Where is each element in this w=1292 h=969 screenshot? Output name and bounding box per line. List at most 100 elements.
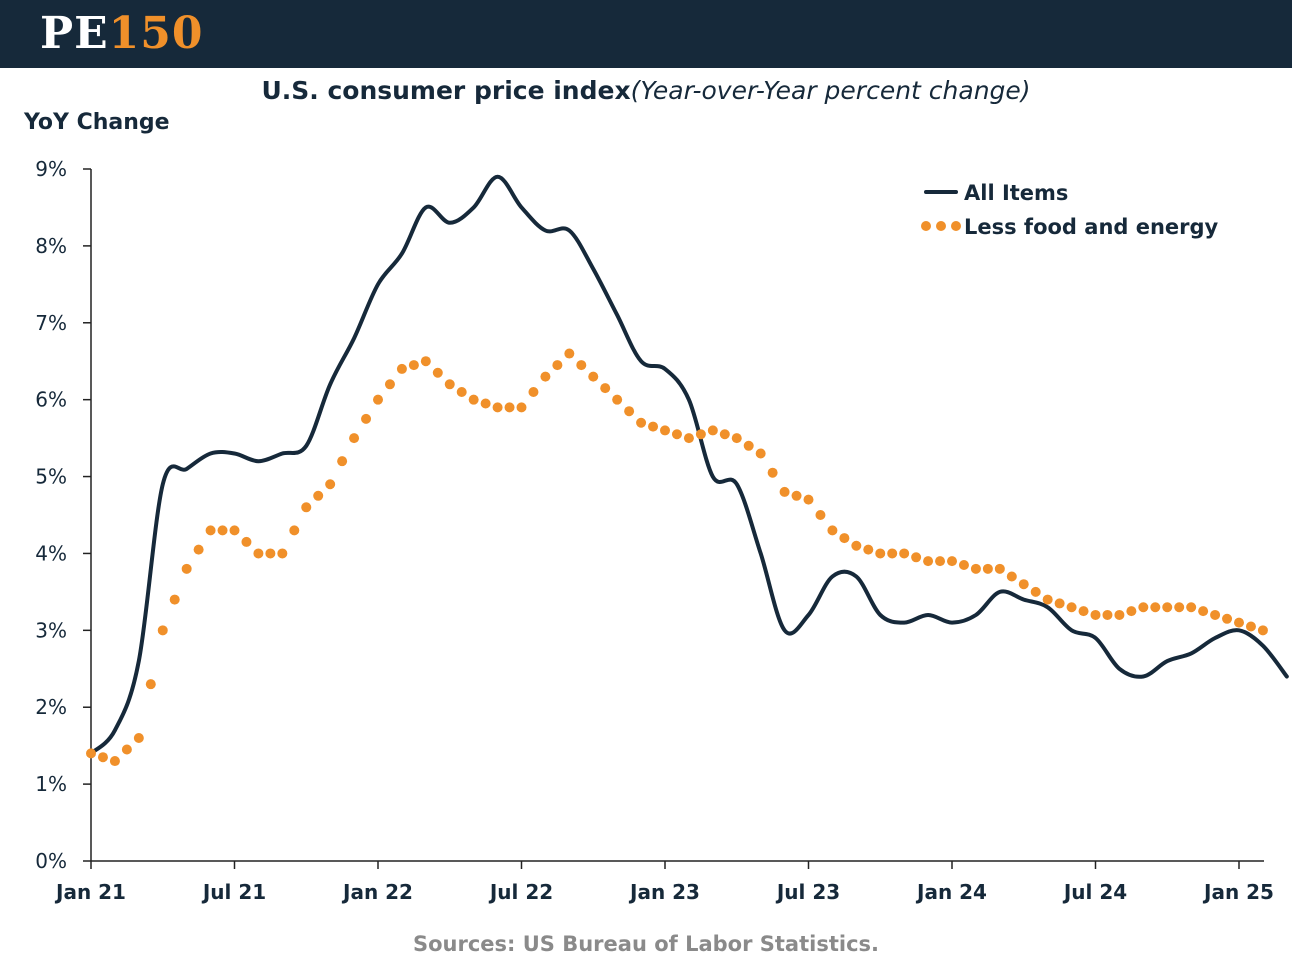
core-cpi-point bbox=[253, 548, 264, 559]
core-cpi-dot bbox=[1078, 606, 1089, 617]
y-tick-label: 2% bbox=[35, 695, 67, 719]
series-less-food-and-energy bbox=[86, 348, 1268, 767]
core-cpi-point bbox=[516, 402, 527, 413]
core-cpi-point bbox=[1042, 594, 1053, 605]
core-cpi-dot bbox=[313, 490, 324, 501]
core-cpi-point bbox=[827, 525, 838, 536]
core-cpi-point bbox=[707, 425, 718, 436]
core-cpi-dot bbox=[671, 429, 682, 440]
core-cpi-dot bbox=[1222, 613, 1233, 624]
core-cpi-dot bbox=[1006, 571, 1017, 582]
core-cpi-point bbox=[588, 371, 599, 382]
y-tick-label: 3% bbox=[35, 618, 67, 642]
core-cpi-point bbox=[181, 563, 192, 574]
core-cpi-dot bbox=[887, 548, 898, 559]
y-tick-label: 6% bbox=[35, 388, 67, 412]
core-cpi-dot bbox=[504, 402, 515, 413]
y-axis-label: YoY Change bbox=[24, 110, 170, 135]
source-note: Sources: US Bureau of Labor Statistics. bbox=[412, 932, 880, 956]
legend-all-items-label: All Items bbox=[964, 181, 1068, 205]
core-cpi-dot bbox=[1245, 621, 1256, 632]
core-cpi-dot bbox=[97, 752, 108, 763]
core-cpi-point bbox=[109, 756, 120, 767]
pe150-logo[interactable]: PE150 bbox=[40, 6, 203, 62]
core-cpi-dot bbox=[169, 594, 180, 605]
y-tick-label: 9% bbox=[35, 157, 67, 181]
core-cpi-point bbox=[803, 494, 814, 505]
core-cpi-point bbox=[970, 563, 981, 574]
core-cpi-dot bbox=[624, 406, 635, 417]
core-cpi-point bbox=[492, 402, 503, 413]
core-cpi-point bbox=[1210, 609, 1221, 620]
core-cpi-point bbox=[373, 394, 383, 405]
core-cpi-dot bbox=[600, 383, 611, 394]
core-cpi-dot bbox=[743, 440, 754, 451]
core-cpi-dot bbox=[408, 360, 419, 371]
y-tick-label: 4% bbox=[35, 541, 67, 565]
x-tick-label: Jul 24 bbox=[1062, 880, 1127, 904]
x-tick-label: Jul 21 bbox=[201, 880, 266, 904]
core-cpi-dot bbox=[839, 533, 850, 544]
legend-core-swatch-dot bbox=[951, 221, 961, 231]
core-cpi-dot bbox=[1126, 606, 1137, 617]
core-cpi-point bbox=[899, 548, 910, 559]
chart-title: U.S. consumer price index(Year-over-Year… bbox=[0, 74, 1292, 108]
x-tick-label: Jul 23 bbox=[775, 880, 840, 904]
core-cpi-point bbox=[205, 525, 216, 536]
header-bar: PE150 bbox=[0, 0, 1292, 68]
core-cpi-point bbox=[875, 548, 886, 559]
core-cpi-dot bbox=[648, 421, 659, 432]
core-cpi-point bbox=[277, 548, 288, 559]
core-cpi-point bbox=[779, 486, 790, 497]
core-cpi-dot bbox=[193, 544, 204, 555]
core-cpi-dot bbox=[552, 360, 563, 371]
core-cpi-point bbox=[612, 394, 623, 405]
core-cpi-point bbox=[755, 448, 766, 459]
x-tick-label: Jan 25 bbox=[1202, 880, 1274, 904]
core-cpi-point bbox=[349, 433, 360, 444]
core-cpi-point bbox=[994, 563, 1005, 574]
core-cpi-point bbox=[564, 348, 575, 359]
core-cpi-point bbox=[468, 394, 479, 405]
core-cpi-point bbox=[1257, 625, 1268, 636]
core-cpi-dot bbox=[456, 386, 467, 397]
chart-title-main: U.S. consumer price index bbox=[261, 76, 631, 105]
core-cpi-point bbox=[301, 502, 312, 513]
core-cpi-dot bbox=[791, 490, 802, 501]
core-cpi-dot bbox=[767, 467, 778, 478]
core-cpi-point bbox=[133, 732, 144, 743]
core-cpi-dot bbox=[384, 379, 395, 390]
legend-core-swatch-dot bbox=[936, 221, 946, 231]
chart-subtitle: (Year-over-Year percent change) bbox=[630, 76, 1031, 105]
core-cpi-point bbox=[636, 417, 647, 428]
core-cpi-dot bbox=[528, 386, 539, 397]
core-cpi-dot bbox=[1054, 598, 1065, 609]
y-tick-label: 0% bbox=[35, 849, 67, 873]
core-cpi-point bbox=[731, 433, 742, 444]
core-cpi-point bbox=[947, 556, 957, 567]
core-cpi-point bbox=[1138, 602, 1149, 613]
core-cpi-dot bbox=[145, 679, 156, 690]
core-cpi-point bbox=[923, 556, 934, 567]
x-tick-label: Jul 22 bbox=[488, 880, 553, 904]
core-cpi-point bbox=[157, 625, 168, 636]
core-cpi-dot bbox=[958, 559, 969, 570]
core-cpi-point bbox=[851, 540, 862, 551]
core-cpi-dot bbox=[121, 744, 132, 755]
y-tick-label: 7% bbox=[35, 311, 67, 335]
core-cpi-point bbox=[444, 379, 455, 390]
core-cpi-point bbox=[660, 425, 670, 436]
core-cpi-point bbox=[229, 525, 240, 536]
core-cpi-dot bbox=[337, 456, 348, 467]
x-tick-label: Jan 23 bbox=[628, 880, 700, 904]
core-cpi-dot bbox=[265, 548, 276, 559]
core-cpi-dot bbox=[289, 525, 300, 536]
core-cpi-point bbox=[1018, 579, 1029, 590]
core-cpi-dot bbox=[1174, 602, 1185, 613]
y-tick-label: 8% bbox=[35, 234, 67, 258]
core-cpi-point bbox=[683, 433, 694, 444]
core-cpi-point bbox=[1066, 602, 1077, 613]
y-tick-label: 5% bbox=[35, 465, 67, 489]
core-cpi-dot bbox=[361, 413, 372, 424]
chart-legend: All Items Less food and energy bbox=[921, 181, 1219, 239]
